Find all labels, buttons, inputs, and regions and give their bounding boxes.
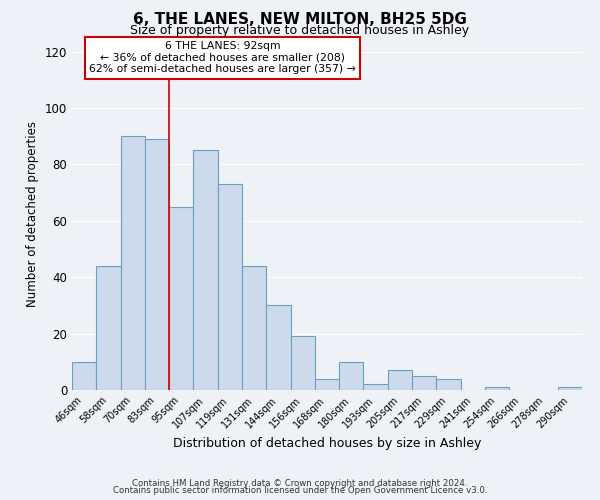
Bar <box>121 136 145 390</box>
Bar <box>388 370 412 390</box>
Bar <box>485 387 509 390</box>
Bar <box>290 336 315 390</box>
Text: Size of property relative to detached houses in Ashley: Size of property relative to detached ho… <box>130 24 470 37</box>
Bar <box>364 384 388 390</box>
Bar <box>558 387 582 390</box>
X-axis label: Distribution of detached houses by size in Ashley: Distribution of detached houses by size … <box>173 436 481 450</box>
Text: Contains public sector information licensed under the Open Government Licence v3: Contains public sector information licen… <box>113 486 487 495</box>
Bar <box>169 206 193 390</box>
Text: 6 THE LANES: 92sqm
← 36% of detached houses are smaller (208)
62% of semi-detach: 6 THE LANES: 92sqm ← 36% of detached hou… <box>89 41 356 74</box>
Bar <box>145 139 169 390</box>
Bar <box>218 184 242 390</box>
Bar <box>242 266 266 390</box>
Text: Contains HM Land Registry data © Crown copyright and database right 2024.: Contains HM Land Registry data © Crown c… <box>132 478 468 488</box>
Bar <box>193 150 218 390</box>
Bar <box>412 376 436 390</box>
Bar <box>72 362 96 390</box>
Bar <box>339 362 364 390</box>
Bar <box>315 378 339 390</box>
Bar <box>266 306 290 390</box>
Bar <box>96 266 121 390</box>
Text: 6, THE LANES, NEW MILTON, BH25 5DG: 6, THE LANES, NEW MILTON, BH25 5DG <box>133 12 467 28</box>
Y-axis label: Number of detached properties: Number of detached properties <box>26 120 39 306</box>
Bar <box>436 378 461 390</box>
